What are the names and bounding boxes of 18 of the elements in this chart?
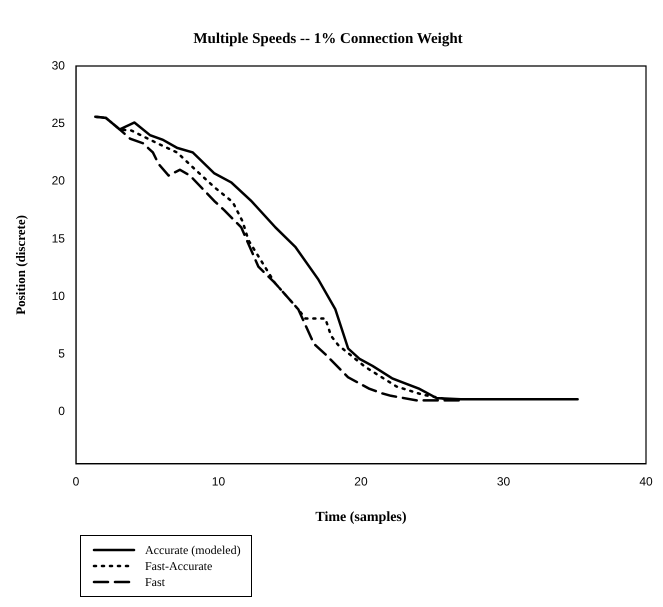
y-tick-label: 30 [52,58,66,72]
chart-title: Multiple Speeds -- 1% Connection Weight [193,30,463,47]
y-tick-label: 0 [58,404,66,418]
y-tick-label: 20 [52,174,66,188]
legend-label: Fast-Accurate [145,558,212,574]
y-tick-label: 5 [58,346,66,361]
x-tick-label: 30 [496,474,510,488]
y-axis-title: Position (discrete) [13,215,28,315]
x-tick-label: 20 [354,474,368,488]
x-tick-label: 40 [639,474,653,488]
x-tick-label: 0 [72,474,80,488]
y-tick-label: 25 [52,116,66,130]
y-tick-label: 15 [52,231,66,246]
x-axis-title: Time (samples) [315,510,407,526]
y-tick-label: 10 [52,288,66,303]
x-tick-label: 10 [212,474,226,488]
legend-label: Accurate (modeled) [145,542,241,558]
legend-label: Fast [145,574,166,590]
